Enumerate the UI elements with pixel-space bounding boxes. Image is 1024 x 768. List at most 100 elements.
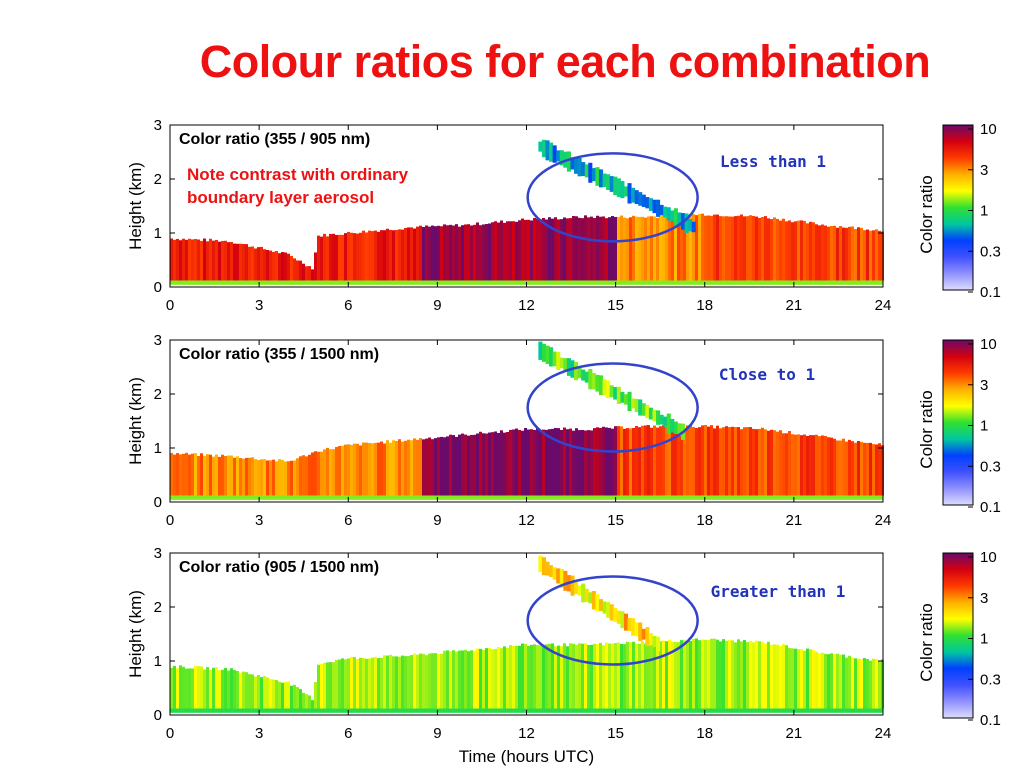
x-tick-label: 3: [255, 297, 263, 314]
layer-column: [539, 219, 542, 281]
layer-column: [515, 428, 518, 496]
layer-column: [512, 221, 515, 281]
layer-column: [512, 646, 515, 709]
layer-column: [401, 229, 404, 281]
layer-column: [494, 221, 497, 281]
layer-column: [872, 658, 875, 709]
layer-column: [410, 227, 413, 281]
layer-column: [395, 229, 398, 281]
layer-column: [854, 658, 857, 709]
layer-column: [212, 456, 215, 496]
layer-column: [203, 238, 206, 281]
layer-column: [683, 214, 686, 281]
layer-column: [692, 427, 695, 496]
layer-column: [827, 226, 830, 281]
colorbar: [942, 552, 974, 719]
y-tick-label: 3: [154, 545, 162, 562]
layer-column: [188, 238, 191, 281]
layer-column: [374, 442, 377, 496]
cloud-cell: [595, 374, 600, 392]
cloud-cell: [652, 199, 657, 214]
cloud-cell: [638, 192, 643, 206]
cloud-cell: [595, 167, 600, 186]
highlight-ellipse: [526, 362, 699, 453]
layer-column: [635, 643, 638, 709]
layer-column: [746, 642, 749, 709]
cloud-cell: [652, 409, 657, 422]
layer-column: [626, 641, 629, 709]
layer-column: [500, 648, 503, 709]
layer-column: [590, 216, 593, 281]
layer-column: [707, 426, 710, 496]
layer-column: [713, 428, 716, 496]
layer-column: [554, 217, 557, 281]
layer-column: [725, 426, 728, 496]
layer-column: [467, 224, 470, 281]
layer-column: [377, 442, 380, 496]
layer-column: [485, 224, 488, 281]
layer-column: [356, 658, 359, 709]
layer-column: [425, 225, 428, 281]
layer-column: [641, 216, 644, 281]
layer-column: [221, 454, 224, 496]
layer-column: [581, 643, 584, 709]
layer-column: [635, 425, 638, 496]
layer-column: [542, 217, 545, 281]
layer-column: [257, 247, 260, 281]
layer-column: [848, 655, 851, 709]
layer-column: [230, 455, 233, 496]
layer-column: [362, 658, 365, 709]
layer-column: [836, 440, 839, 496]
layer-column: [317, 235, 320, 281]
layer-column: [176, 453, 179, 496]
cloud-cell: [598, 169, 604, 188]
layer-column: [878, 230, 881, 281]
layer-column: [485, 433, 488, 496]
cloud-cell: [559, 150, 564, 166]
cloud-cell: [670, 418, 675, 433]
cloud-cell: [623, 186, 629, 197]
cloud-cell: [641, 628, 646, 640]
layer-column: [860, 658, 863, 709]
cloud-cell: [538, 555, 543, 573]
cloud-cell: [552, 145, 557, 163]
layer-column: [587, 645, 590, 709]
y-axis-label: Height (km): [126, 377, 145, 465]
layer-column: [344, 233, 347, 281]
layer-column: [248, 246, 251, 281]
layer-column: [209, 454, 212, 496]
layer-column: [263, 458, 266, 496]
layer-column: [179, 454, 182, 496]
layer-column: [716, 639, 719, 709]
layer-column: [251, 457, 254, 496]
layer-column: [866, 659, 869, 709]
layer-column: [533, 644, 536, 709]
layer-column: [620, 643, 623, 709]
layer-column: [413, 653, 416, 709]
layer-column: [764, 216, 767, 281]
layer-column: [431, 653, 434, 709]
layer-column: [575, 428, 578, 496]
layer-column: [347, 444, 350, 496]
layer-column: [428, 653, 431, 709]
layer-column: [599, 642, 602, 709]
layer-column: [221, 240, 224, 281]
layer-column: [665, 217, 668, 281]
y-tick-label: 0: [154, 707, 162, 724]
layer-column: [440, 653, 443, 709]
layer-column: [398, 439, 401, 496]
layer-column: [827, 437, 830, 496]
layer-column: [359, 445, 362, 496]
layer-column: [755, 429, 758, 496]
layer-column: [323, 662, 326, 709]
layer-column: [590, 430, 593, 496]
colorbar-tick-label: 0.1: [980, 712, 1001, 729]
layer-column: [425, 655, 428, 709]
layer-column: [611, 215, 614, 281]
layer-column: [749, 215, 752, 281]
layer-column: [230, 668, 233, 709]
layer-column: [530, 429, 533, 496]
cloud-cell: [588, 162, 593, 183]
cloud-cell: [627, 183, 632, 204]
cloud-cell: [616, 178, 621, 198]
